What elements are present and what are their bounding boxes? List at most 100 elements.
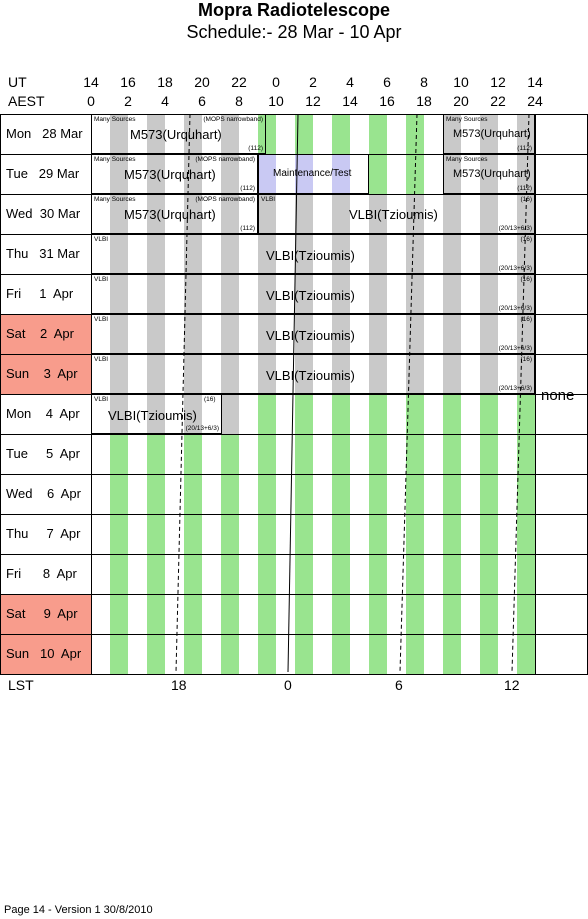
lst-tick: 12 <box>504 677 520 693</box>
block-code: (20/13+6/3) <box>498 305 532 312</box>
lst-band <box>332 314 350 354</box>
lst-band <box>517 114 535 154</box>
lst-band <box>295 554 313 594</box>
schedule-block[interactable]: VLBI (16) VLBI(Tzioumis) (20/13+6/3) <box>91 394 222 434</box>
schedule-block[interactable]: Many Sources (MOPS narrowband) M573(Urqu… <box>91 114 266 154</box>
ut-tick: 16 <box>120 74 136 90</box>
lst-band <box>110 634 128 674</box>
lst-band <box>110 394 128 434</box>
lst-band <box>332 514 350 554</box>
lst-band <box>332 554 350 594</box>
lst-band <box>517 594 535 634</box>
lst-line-6 <box>399 113 418 673</box>
day-label: Thu 7 Apr <box>6 526 81 541</box>
lst-band <box>221 354 239 394</box>
block-title: VLBI(Tzioumis) <box>266 328 355 343</box>
lst-band <box>369 274 387 314</box>
lst-band <box>332 274 350 314</box>
lst-band <box>258 434 276 474</box>
row-divider <box>0 434 588 435</box>
block-code: (20/13+6/3) <box>185 425 219 432</box>
lst-band <box>332 114 350 154</box>
lst-band <box>110 274 128 314</box>
day-label: Sun 10 Apr <box>0 634 91 674</box>
lst-band <box>443 514 461 554</box>
lst-line-18 <box>175 113 191 673</box>
lst-band <box>221 594 239 634</box>
schedule-block[interactable]: VLBI (16) VLBI(Tzioumis) (20/13+6/3) <box>258 194 535 234</box>
lst-band <box>221 114 239 154</box>
lst-band <box>369 634 387 674</box>
lst-band <box>443 354 461 394</box>
lst-band <box>443 274 461 314</box>
maintenance-block[interactable]: Maintenance/Test <box>258 154 369 194</box>
block-title: VLBI(Tzioumis) <box>266 248 355 263</box>
lst-band <box>480 194 498 234</box>
lst-band <box>443 234 461 274</box>
lst-tick: 18 <box>171 677 187 693</box>
schedule-block[interactable]: VLBI (16) VLBI(Tzioumis) (20/13+6/3) <box>91 274 535 314</box>
lst-band <box>517 154 535 194</box>
schedule-block[interactable]: Many Sources M573(Urquhart) (112) <box>443 114 535 154</box>
aest-tick: 20 <box>453 93 469 109</box>
aest-tick: 24 <box>527 93 543 109</box>
lst-band <box>443 594 461 634</box>
lst-band <box>369 514 387 554</box>
lst-band <box>295 154 313 194</box>
day-label: Mon 4 Apr <box>6 406 80 421</box>
lst-band <box>443 194 461 234</box>
lst-band <box>406 354 424 394</box>
lst-band <box>332 234 350 274</box>
lst-band <box>369 554 387 594</box>
schedule-block[interactable]: VLBI (16) VLBI(Tzioumis) (20/13+6/3) <box>91 314 535 354</box>
lst-band <box>147 154 165 194</box>
lst-band <box>332 434 350 474</box>
lst-line-0 <box>287 113 299 673</box>
ut-tick: 18 <box>157 74 173 90</box>
day-label: Sat 9 Apr <box>0 594 91 634</box>
schedule-block[interactable]: VLBI (16) VLBI(Tzioumis) (20/13+6/3) <box>91 234 535 274</box>
lst-band <box>110 594 128 634</box>
lst-band <box>480 234 498 274</box>
ut-tick: 2 <box>309 74 317 90</box>
lst-band <box>480 634 498 674</box>
aest-tick: 16 <box>379 93 395 109</box>
lst-band <box>443 394 461 434</box>
none-note: none <box>541 387 575 404</box>
lst-band <box>295 474 313 514</box>
lst-band <box>369 154 387 194</box>
schedule-block[interactable]: Many Sources M573(Urquhart) (112) <box>443 154 535 194</box>
block-code: (20/13+6/3) <box>498 265 532 272</box>
block-code: (112) <box>517 145 532 152</box>
lst-band <box>369 354 387 394</box>
lst-band <box>480 594 498 634</box>
block-tag: VLBI <box>94 396 109 403</box>
schedule-block[interactable]: VLBI (16) VLBI(Tzioumis) (20/13+6/3) <box>91 354 535 394</box>
ut-tick: 8 <box>420 74 428 90</box>
aest-tick: 2 <box>124 93 132 109</box>
lst-band <box>480 514 498 554</box>
aest-label: AEST <box>8 93 45 109</box>
lst-band <box>258 594 276 634</box>
aest-tick: 4 <box>161 93 169 109</box>
lst-band <box>295 594 313 634</box>
lst-band <box>258 114 276 154</box>
block-tag: Many Sources <box>94 196 136 203</box>
schedule-block[interactable]: Many Sources (MOPS narrowband) M573(Urqu… <box>91 194 258 234</box>
lst-band <box>221 154 239 194</box>
block-code: (112) <box>240 185 255 192</box>
schedule-block[interactable]: Many Sources (MOPS narrowband) M573(Urqu… <box>91 154 258 194</box>
lst-band <box>184 314 202 354</box>
lst-band <box>221 194 239 234</box>
lst-band <box>295 394 313 434</box>
aest-tick: 6 <box>198 93 206 109</box>
lst-band <box>147 114 165 154</box>
ut-tick: 14 <box>527 74 543 90</box>
lst-band <box>147 594 165 634</box>
lst-band <box>221 394 239 434</box>
lst-label: LST <box>8 677 34 693</box>
lst-band <box>480 474 498 514</box>
lst-band <box>406 514 424 554</box>
day-label: Wed 30 Mar <box>6 206 81 221</box>
